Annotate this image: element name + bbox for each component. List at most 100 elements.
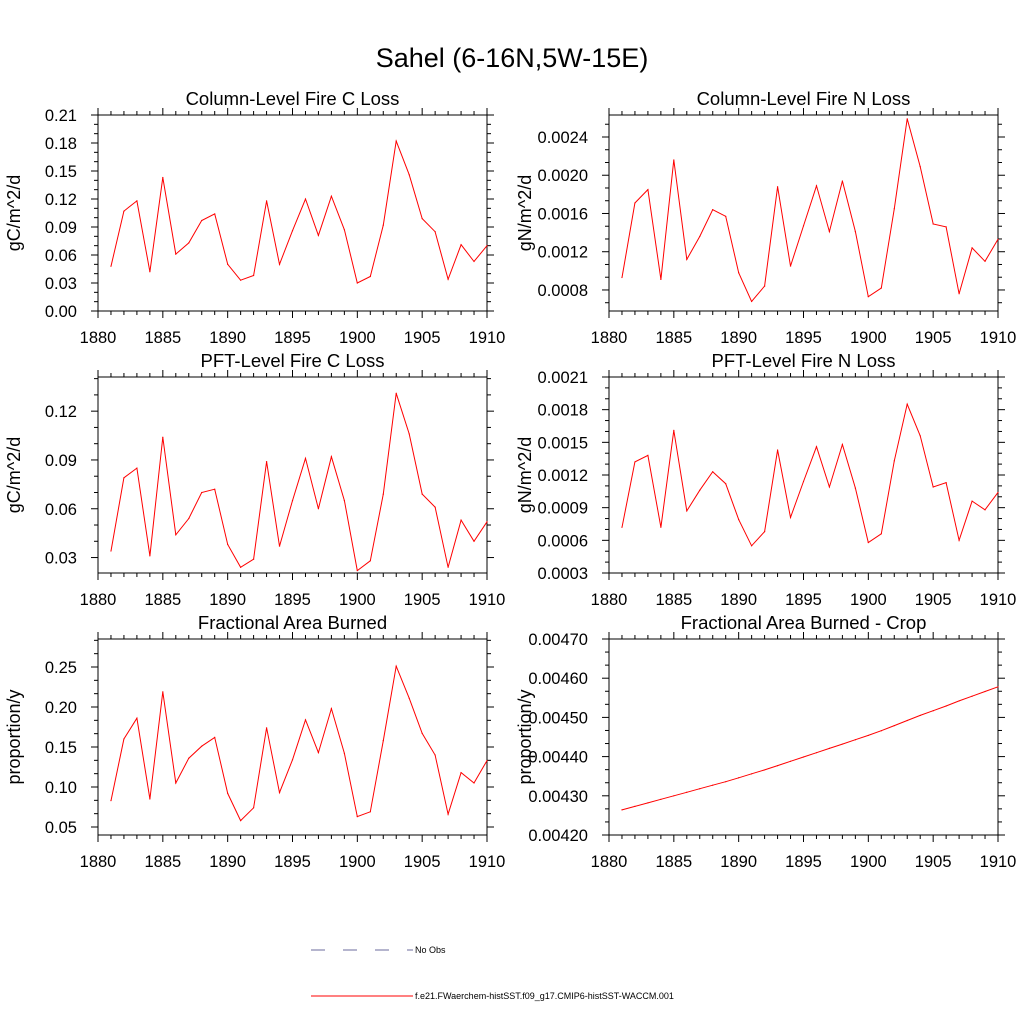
- data-point: [673, 159, 675, 161]
- x-tick-label: 1880: [591, 853, 628, 871]
- x-tick-label: 1900: [850, 591, 887, 609]
- data-point: [712, 471, 714, 473]
- y-tick-label: 0.05: [45, 819, 77, 837]
- y-tick-label: 0.00420: [528, 827, 588, 845]
- series-line: [110, 139, 488, 284]
- data-point: [647, 188, 649, 191]
- x-tick-label: 1910: [980, 329, 1017, 347]
- data-point: [382, 224, 384, 226]
- y-tick-label: 0.03: [45, 275, 77, 293]
- data-point: [162, 176, 164, 179]
- y-tick-label: 0.0020: [538, 167, 588, 185]
- x-tick-label: 1880: [591, 591, 628, 609]
- data-point: [110, 265, 112, 267]
- y-axis-label: gC/m^2/d: [4, 175, 24, 251]
- data-point: [828, 231, 831, 233]
- data-point: [408, 697, 410, 699]
- legend-label: No Obs: [415, 945, 446, 955]
- panel-title: Column-Level Fire C Loss: [186, 88, 400, 109]
- x-tick-label: 1885: [655, 853, 692, 871]
- data-point: [828, 486, 831, 488]
- data-point: [265, 460, 268, 463]
- y-axis-label: gC/m^2/d: [4, 437, 24, 513]
- x-tick-label: 1890: [209, 329, 246, 347]
- x-tick-label: 1905: [404, 853, 441, 871]
- data-point: [240, 820, 242, 822]
- y-tick-label: 0.09: [45, 452, 77, 470]
- data-point: [149, 271, 151, 273]
- y-tick-label: 0.00450: [528, 709, 588, 727]
- data-point: [408, 433, 410, 435]
- data-point: [369, 560, 371, 562]
- data-point: [162, 436, 164, 438]
- y-tick-label: 0.06: [45, 501, 77, 519]
- plot-frame: [97, 114, 488, 312]
- data-point: [421, 732, 423, 735]
- data-point: [660, 278, 662, 281]
- plot-frame: [608, 114, 999, 312]
- data-point: [149, 555, 151, 557]
- panel-1: 1880 1885 1890 1895 1900 1905 1910 0.00 0.03 0.06…: [4, 88, 505, 347]
- plot-frame: [608, 376, 999, 574]
- data-point: [188, 757, 190, 759]
- x-tick-label: 1880: [591, 329, 628, 347]
- data-point: [660, 526, 662, 528]
- x-tick-label: 1895: [274, 591, 311, 609]
- x-tick-label: 1895: [274, 853, 311, 871]
- data-point: [815, 446, 818, 448]
- data-point: [776, 449, 779, 451]
- data-point: [447, 278, 449, 280]
- data-point: [265, 727, 268, 729]
- data-point: [854, 231, 856, 233]
- data-point: [764, 769, 766, 771]
- y-axis-label: gN/m^2/d: [515, 175, 535, 251]
- y-axis-label: proportion/y: [515, 689, 535, 784]
- data-point: [776, 765, 779, 767]
- y-tick-label: 0.0024: [538, 129, 588, 147]
- data-point: [867, 734, 869, 737]
- data-point: [253, 807, 255, 809]
- data-point: [278, 545, 281, 547]
- data-point: [673, 795, 675, 797]
- data-point: [278, 792, 281, 794]
- x-tick-label: 1880: [80, 853, 117, 871]
- series-line: [110, 664, 488, 822]
- data-point: [789, 516, 792, 519]
- panel-3: 1880 1885 1890 1895 1900 1905 1910 0.03 0.06 0.09…: [4, 350, 505, 609]
- x-tick-label: 1890: [209, 853, 246, 871]
- y-axis-label: gN/m^2/d: [515, 437, 535, 513]
- data-point: [201, 219, 203, 222]
- data-point: [764, 531, 766, 533]
- data-point: [486, 521, 488, 523]
- data-point: [945, 482, 947, 484]
- data-point: [265, 200, 268, 202]
- data-point: [634, 461, 636, 463]
- data-point: [291, 500, 294, 502]
- data-point: [854, 739, 856, 741]
- data-point: [473, 260, 475, 263]
- data-point: [123, 477, 125, 479]
- data-point: [647, 802, 649, 804]
- y-tick-label: 0.21: [45, 107, 77, 125]
- data-point: [867, 296, 869, 298]
- data-point: [382, 493, 384, 495]
- data-point: [854, 487, 856, 489]
- data-point: [304, 457, 307, 459]
- data-point: [764, 285, 766, 287]
- data-point: [304, 198, 307, 200]
- y-axis-label: proportion/y: [4, 689, 24, 784]
- x-tick-label: 1895: [785, 853, 822, 871]
- data-point: [253, 274, 255, 277]
- data-point: [880, 287, 882, 289]
- data-point: [751, 773, 753, 775]
- series-line: [110, 393, 488, 572]
- data-point: [815, 752, 818, 754]
- data-point: [408, 174, 410, 176]
- data-point: [291, 230, 294, 232]
- data-point: [621, 526, 623, 528]
- data-point: [893, 725, 895, 727]
- panel-2: 1880 1885 1890 1895 1900 1905 1910 0.0008 0.0012…: [515, 88, 1016, 347]
- data-point: [686, 791, 688, 793]
- data-point: [712, 784, 714, 786]
- data-point: [304, 719, 307, 721]
